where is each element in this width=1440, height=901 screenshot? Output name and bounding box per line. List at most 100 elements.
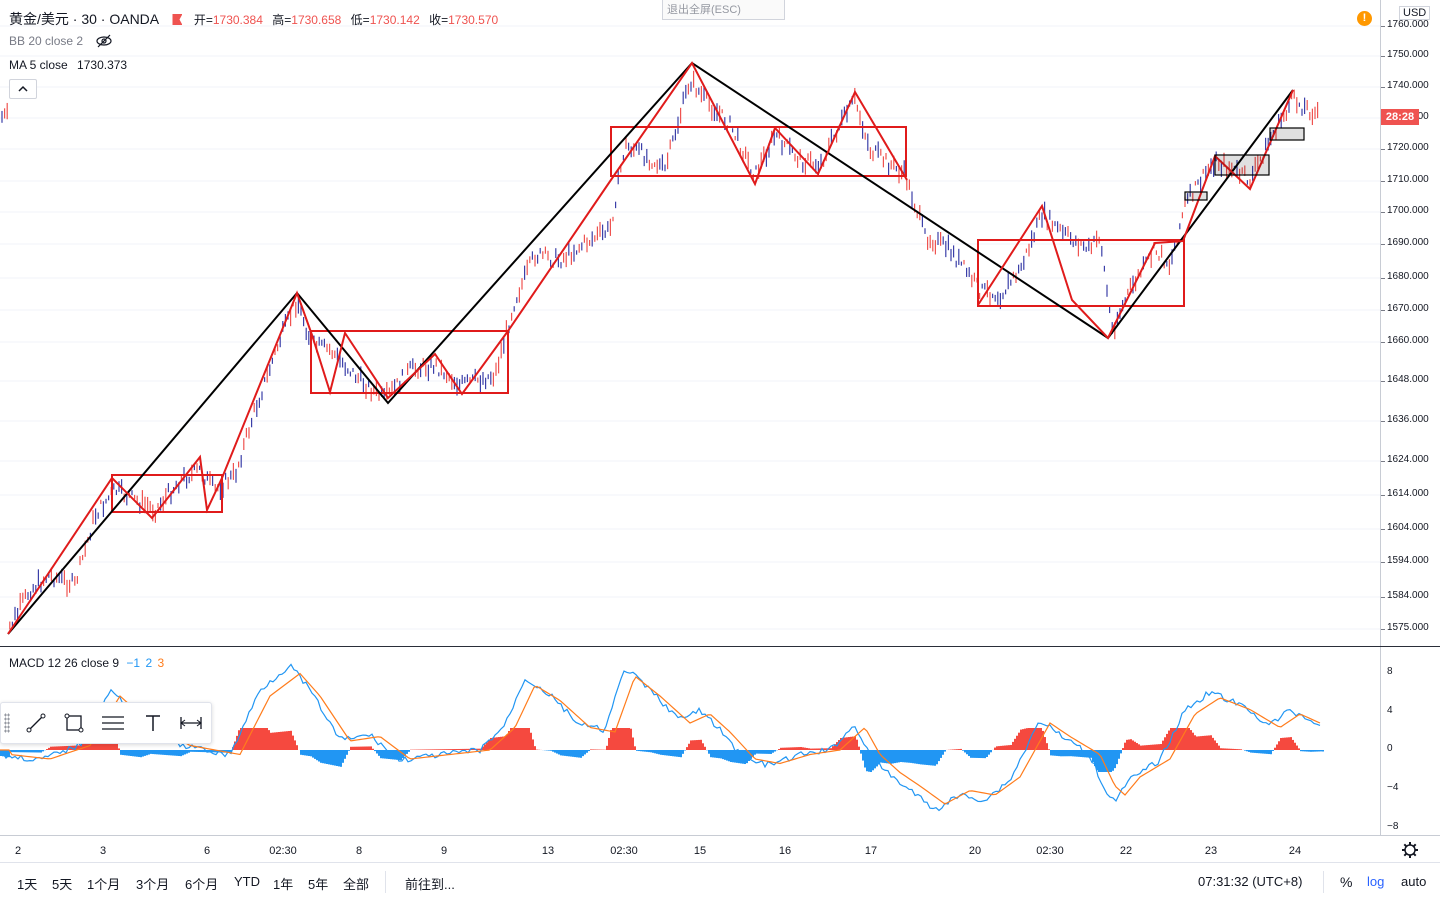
measure-icon[interactable]: [176, 709, 206, 737]
currency-label[interactable]: USD: [1399, 6, 1430, 20]
macd-histogram-bar: [812, 749, 814, 750]
macd-histogram-bar: [270, 733, 272, 750]
macd-histogram-bar: [1258, 750, 1260, 753]
ma-value: 1730.373: [77, 58, 127, 72]
bb-legend[interactable]: BB 20 close 2: [9, 34, 112, 51]
ma-legend[interactable]: MA 5 close 1730.373: [9, 58, 127, 72]
range-button[interactable]: 全部: [343, 874, 369, 893]
macd-histogram-bar: [1230, 749, 1232, 750]
exit-fullscreen-button[interactable]: 退出全屏(ESC): [662, 0, 785, 20]
time-label: 16: [779, 845, 791, 857]
macd-histogram-bar: [610, 730, 612, 750]
macd-histogram-bar: [1224, 748, 1226, 750]
macd-histogram-bar: [906, 750, 908, 763]
flag-icon: [172, 14, 182, 25]
macd-histogram-bar: [362, 747, 364, 750]
macd-histogram-bar: [1140, 746, 1142, 750]
macd-histogram-bar: [994, 748, 996, 750]
range-button[interactable]: YTD: [234, 874, 260, 889]
macd-histogram-bar: [548, 750, 550, 751]
macd-histogram-bar: [1156, 744, 1158, 750]
macd-histogram-bar: [262, 728, 264, 750]
macd-histogram-bar: [1000, 746, 1002, 750]
macd-histogram-bar: [334, 750, 336, 766]
percent-scale-toggle[interactable]: %: [1340, 874, 1352, 890]
macd-label: MACD 12 26 close 9: [9, 656, 119, 670]
symbol-title[interactable]: 黄金/美元 · 30 · OANDA: [9, 11, 159, 27]
macd-legend[interactable]: MACD 12 26 close 9 −1 2 3: [9, 656, 164, 670]
macd-histogram-bar: [444, 749, 446, 750]
range-button[interactable]: 1年: [273, 874, 293, 893]
macd-histogram-bar: [976, 750, 978, 758]
rectangle-icon[interactable]: [59, 709, 89, 737]
macd-histogram-bar: [634, 746, 636, 750]
text-icon[interactable]: [138, 709, 168, 737]
macd-histogram-bar: [648, 750, 650, 752]
macd-histogram-bar: [32, 750, 34, 752]
macd-histogram-bar: [664, 750, 666, 755]
macd-histogram-bar: [1216, 743, 1218, 750]
alert-icon[interactable]: !: [1357, 11, 1372, 26]
drawing-toolbar[interactable]: [0, 702, 212, 744]
macd-histogram-bar: [944, 750, 946, 752]
macd-histogram-bar: [872, 750, 874, 770]
parallel-channel-icon[interactable]: [98, 709, 128, 737]
toolbar-drag-handle[interactable]: [4, 713, 10, 733]
macd-histogram-bar: [1104, 750, 1106, 772]
main-price-chart[interactable]: [0, 0, 1380, 646]
macd-histogram-bar: [574, 750, 576, 757]
range-button[interactable]: 3个月: [136, 874, 169, 893]
macd-histogram-bar: [670, 750, 672, 756]
log-scale-toggle[interactable]: log: [1367, 874, 1384, 889]
macd-histogram-bar: [974, 750, 976, 758]
auto-scale-toggle[interactable]: auto: [1401, 874, 1426, 889]
macd-histogram-bar: [1158, 744, 1160, 750]
macd-histogram-bar: [196, 750, 198, 752]
macd-histogram-bar: [528, 728, 530, 750]
macd-histogram-bar: [314, 750, 316, 759]
small-box: [1185, 192, 1207, 200]
macd-histogram-bar: [618, 728, 620, 750]
macd-histogram-bar: [934, 750, 936, 766]
settings-gear-icon[interactable]: [1400, 840, 1420, 860]
time-label: 13: [542, 845, 554, 857]
macd-histogram-bar: [1286, 737, 1288, 750]
macd-histogram-bar: [830, 748, 832, 750]
price-scale[interactable]: USD 1760.0001750.0001740.0001730.0001720…: [1380, 0, 1440, 646]
macd-histogram-bar: [320, 750, 322, 763]
macd-histogram-bar: [138, 750, 140, 757]
macd-histogram-bar: [1152, 745, 1154, 750]
macd-histogram-bar: [1260, 750, 1262, 753]
macd-histogram-bar: [1202, 736, 1204, 750]
chevron-up-icon: [10, 80, 36, 98]
macd-histogram-bar: [630, 729, 632, 750]
goto-date-button[interactable]: 前往到...: [405, 874, 455, 893]
macd-histogram-bar: [14, 750, 16, 752]
macd-histogram-bar: [522, 728, 524, 750]
close-label: 收=: [429, 13, 448, 27]
collapse-legend-button[interactable]: [9, 79, 37, 99]
trend-line-icon[interactable]: [21, 709, 51, 737]
macd-histogram-bar: [56, 746, 58, 750]
range-button[interactable]: 6个月: [185, 874, 218, 893]
range-button[interactable]: 5年: [308, 874, 328, 893]
range-button[interactable]: 5天: [52, 874, 72, 893]
macd-histogram-bar: [518, 728, 520, 750]
range-button[interactable]: 1个月: [87, 874, 120, 893]
macd-histogram-bar: [808, 748, 810, 750]
macd-histogram-bar: [1270, 750, 1272, 754]
clock-timezone[interactable]: 07:31:32 (UTC+8): [1198, 874, 1302, 889]
range-button[interactable]: 1天: [17, 874, 37, 893]
macd-histogram-bar: [804, 748, 806, 750]
macd-histogram-bar: [1232, 749, 1234, 750]
price-tick-mark: [1381, 244, 1385, 245]
macd-histogram-bar: [730, 750, 732, 762]
eye-hidden-icon[interactable]: [96, 34, 112, 51]
macd-histogram-bar: [674, 750, 676, 756]
price-tick: 1680.000: [1387, 271, 1429, 282]
macd-histogram-bar: [354, 747, 356, 750]
macd-histogram-bar: [1146, 745, 1148, 750]
macd-histogram-bar: [282, 732, 284, 750]
